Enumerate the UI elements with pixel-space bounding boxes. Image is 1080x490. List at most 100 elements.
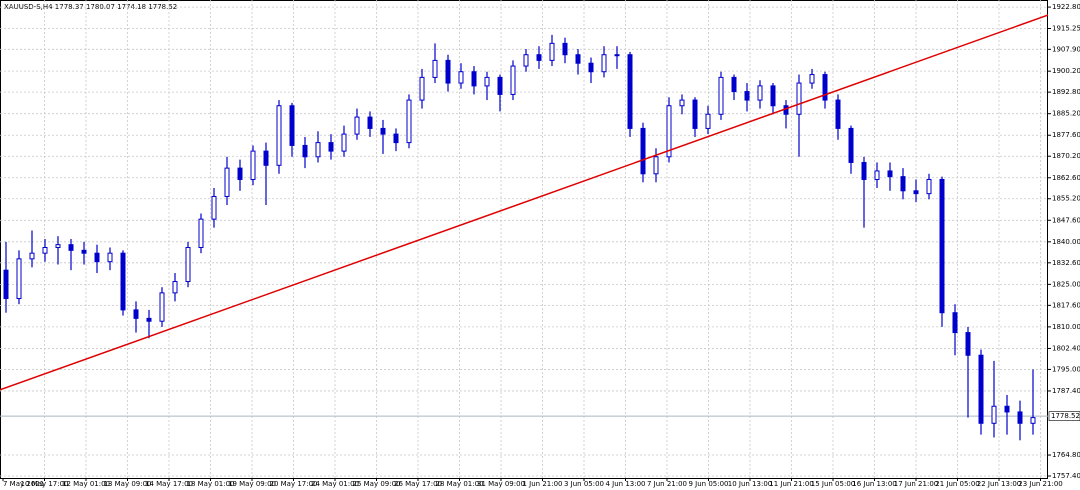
candle-body — [848, 127, 854, 163]
candle-body — [458, 71, 464, 84]
candle-body — [952, 312, 958, 334]
candle-body — [666, 105, 672, 158]
candle-body — [250, 150, 256, 180]
x-tick-label: 10 Jun 13:00 — [728, 480, 772, 488]
x-tick-label: 1 Jun 21:00 — [522, 480, 562, 488]
candle-body — [224, 167, 230, 197]
candle-body — [575, 54, 581, 64]
x-tick-label: 16 Jun 13:00 — [852, 480, 896, 488]
candle-body — [861, 161, 867, 180]
candle-body — [107, 252, 113, 263]
candle-body — [29, 252, 35, 260]
price-label: 1778.52 — [1051, 412, 1080, 420]
candle-body — [81, 249, 87, 254]
y-tick-label: 1840.00 — [1052, 238, 1080, 246]
candle-body — [965, 332, 971, 356]
candle-body — [237, 167, 243, 180]
candle-body — [770, 85, 776, 107]
x-tick-label: 13 May 09:00 — [103, 480, 151, 488]
x-tick-label: 7 May 2021 — [3, 480, 44, 488]
candle-body — [1004, 405, 1010, 413]
candle-body — [653, 156, 659, 175]
y-tick-label: 1862.60 — [1052, 174, 1080, 182]
candle-body — [731, 76, 737, 93]
x-tick-label: 17 Jun 21:00 — [894, 480, 938, 488]
candle-body — [133, 309, 139, 319]
y-tick-label: 1795.00 — [1052, 365, 1080, 373]
y-tick-label: 1922.80 — [1052, 3, 1080, 11]
candle-body — [835, 99, 841, 129]
candle-body — [601, 54, 607, 73]
candle-body — [913, 190, 919, 195]
candle-body — [692, 99, 698, 129]
x-tick-label: 9 Jun 05:00 — [688, 480, 728, 488]
candle-body — [744, 91, 750, 101]
y-tick-label: 1847.60 — [1052, 216, 1080, 224]
y-tick-label: 1787.40 — [1052, 387, 1080, 395]
x-tick-label: 25 May 09:00 — [352, 480, 400, 488]
x-tick-label: 23 Jun 21:00 — [1018, 480, 1062, 488]
y-tick-label: 1817.60 — [1052, 301, 1080, 309]
candle-body — [42, 247, 48, 254]
candle-body — [419, 76, 425, 101]
candle-body — [1030, 417, 1036, 424]
candle-body — [185, 247, 191, 283]
x-tick-label: 18 May 01:00 — [186, 480, 234, 488]
candle-body — [718, 76, 724, 115]
candle-body — [354, 116, 360, 135]
candle-body — [757, 85, 763, 101]
x-tick-label: 22 Jun 13:00 — [977, 480, 1021, 488]
candle-body — [471, 71, 477, 87]
x-tick-label: 15 Jun 05:00 — [811, 480, 855, 488]
candle-body — [510, 65, 516, 95]
x-tick-label: 14 May 17:00 — [145, 480, 193, 488]
candle-body — [120, 252, 126, 311]
y-tick-label: 1825.00 — [1052, 280, 1080, 288]
candle-body — [900, 176, 906, 192]
y-tick-label: 1885.20 — [1052, 110, 1080, 118]
candle-body — [614, 54, 620, 57]
candle-body — [315, 142, 321, 158]
y-tick-label: 1855.20 — [1052, 195, 1080, 203]
candle-body — [198, 218, 204, 249]
plot-area — [0, 0, 1048, 479]
y-tick-label: 1764.80 — [1052, 451, 1080, 459]
candle-body — [146, 317, 152, 322]
candle-body — [1017, 411, 1023, 424]
candle-body — [523, 54, 529, 67]
y-tick-label: 1907.90 — [1052, 45, 1080, 53]
candle-body — [393, 133, 399, 144]
candle-body — [640, 127, 646, 175]
candle-body — [926, 178, 932, 195]
x-tick-label: 3 Jun 05:00 — [564, 480, 604, 488]
candle-body — [809, 74, 815, 84]
candle-body — [341, 133, 347, 152]
price-box — [1048, 411, 1080, 421]
x-tick-label: 10 May 17:00 — [20, 480, 68, 488]
y-tick-label: 1757.40 — [1052, 472, 1080, 480]
candle-body — [978, 354, 984, 424]
y-tick-label: 1802.40 — [1052, 344, 1080, 352]
x-tick-label: 20 May 17:00 — [269, 480, 317, 488]
candle-body — [588, 62, 594, 73]
candle-body — [562, 42, 568, 56]
candle-body — [822, 74, 828, 101]
x-tick-label: 11 Jun 21:00 — [769, 480, 813, 488]
candle-body — [3, 269, 9, 300]
y-tick-label: 1900.20 — [1052, 67, 1080, 75]
x-tick-label: 21 Jun 05:00 — [935, 480, 979, 488]
candle-body — [887, 170, 893, 178]
candle-body — [211, 195, 217, 220]
candle-body — [380, 127, 386, 135]
candle-body — [263, 150, 269, 166]
candle-body — [289, 105, 295, 146]
candle-body — [55, 244, 61, 249]
x-tick-label: 28 May 01:00 — [435, 480, 483, 488]
candle-body — [406, 99, 412, 144]
x-tick-label: 4 Jun 13:00 — [605, 480, 645, 488]
candle-body — [939, 178, 945, 314]
candle-body — [276, 105, 282, 166]
candle-body — [68, 244, 74, 251]
candle-body — [172, 281, 178, 294]
